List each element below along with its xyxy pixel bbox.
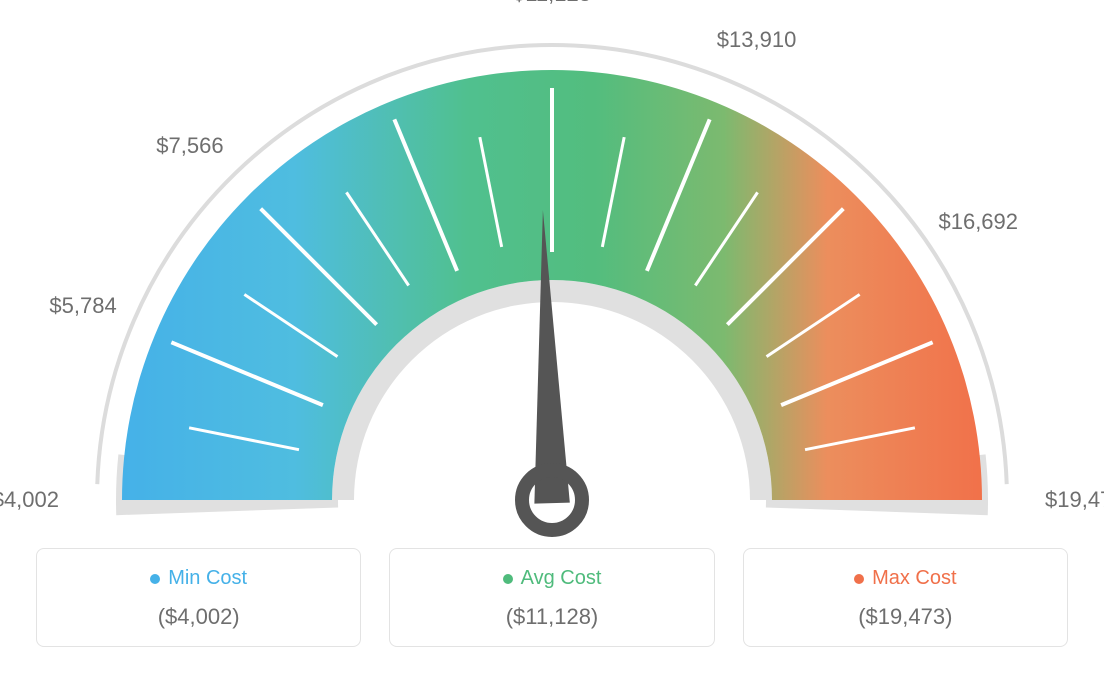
legend-title-text: Min Cost [168, 567, 247, 590]
legend-title-text: Max Cost [872, 567, 956, 590]
scale-label: $16,692 [938, 209, 1018, 235]
gauge-svg [0, 0, 1104, 540]
scale-label: $7,566 [156, 133, 223, 159]
legend-dot-icon [503, 574, 513, 584]
legend-value: ($11,128) [400, 604, 703, 630]
scale-label: $19,473 [1045, 487, 1104, 513]
legend-title: Avg Cost [503, 567, 602, 590]
cost-gauge-chart: $4,002 $5,784 $7,566 $11,128 $13,910 $16,692 $… [0, 0, 1104, 690]
scale-label: $4,002 [0, 487, 59, 513]
legend-title-text: Avg Cost [521, 567, 602, 590]
legend-title: Min Cost [150, 567, 247, 590]
scale-label: $13,910 [717, 26, 797, 52]
legend-value: ($4,002) [47, 604, 350, 630]
legend-value: ($19,473) [754, 604, 1057, 630]
legend-card: Min Cost ($4,002) [36, 548, 361, 647]
scale-label: $11,128 [513, 0, 591, 7]
legend-card: Max Cost ($19,473) [743, 548, 1068, 647]
legend-dot-icon [150, 574, 160, 584]
legend-dot-icon [854, 574, 864, 584]
legend-row: Min Cost ($4,002) Avg Cost ($11,128) Max Cos… [0, 548, 1104, 647]
legend-title: Max Cost [854, 567, 956, 590]
legend-card: Avg Cost ($11,128) [389, 548, 714, 647]
scale-label: $5,784 [49, 293, 116, 319]
gauge-area: $4,002 $5,784 $7,566 $11,128 $13,910 $16,692 $… [0, 0, 1104, 540]
